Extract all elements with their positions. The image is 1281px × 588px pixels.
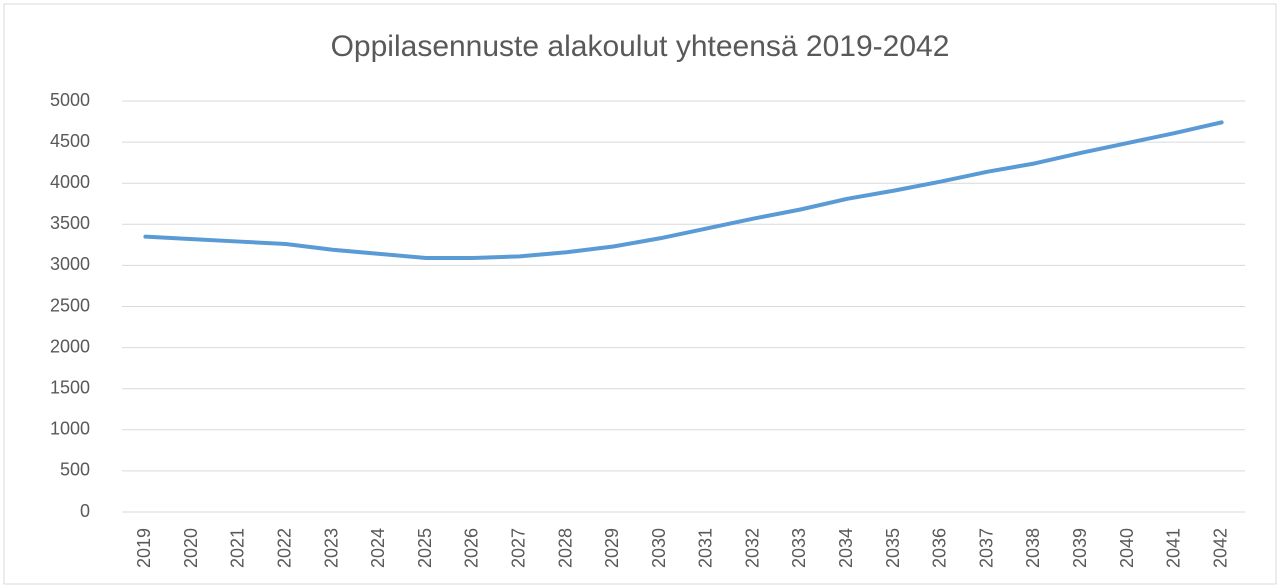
x-tick-label: 2028: [555, 528, 575, 568]
x-tick-label: 2021: [228, 528, 248, 568]
x-tick-label: 2039: [1070, 528, 1090, 568]
y-tick-label: 4000: [50, 172, 90, 192]
y-tick-label: 3500: [50, 213, 90, 233]
y-tick-label: 2500: [50, 295, 90, 315]
x-tick-label: 2027: [508, 528, 528, 568]
chart-title: Oppilasennuste alakoulut yhteensä 2019-2…: [331, 30, 950, 63]
x-tick-label: 2030: [649, 528, 669, 568]
y-tick-label: 500: [60, 460, 90, 480]
y-tick-label: 2000: [50, 336, 90, 356]
y-tick-label: 1000: [50, 419, 90, 439]
x-tick-label: 2026: [462, 528, 482, 568]
x-tick-label: 2031: [696, 528, 716, 568]
x-tick-label: 2023: [321, 528, 341, 568]
y-tick-label: 4500: [50, 131, 90, 151]
x-tick-label: 2032: [742, 528, 762, 568]
x-tick-label: 2022: [275, 528, 295, 568]
x-tick-label: 2020: [181, 528, 201, 568]
y-tick-label: 5000: [50, 90, 90, 110]
x-tick-label: 2040: [1117, 528, 1137, 568]
x-tick-label: 2019: [134, 528, 154, 568]
x-tick-label: 2035: [883, 528, 903, 568]
x-tick-label: 2038: [1023, 528, 1043, 568]
x-tick-label: 2033: [789, 528, 809, 568]
x-tick-label: 2025: [415, 528, 435, 568]
data-line: [143, 120, 1224, 261]
x-tick-label: 2042: [1210, 528, 1230, 568]
x-tick-label: 2034: [836, 528, 856, 568]
x-tick-label: 2037: [976, 528, 996, 568]
x-tick-label: 2029: [602, 528, 622, 568]
y-tick-label: 1500: [50, 377, 90, 397]
x-tick-label: 2036: [930, 528, 950, 568]
y-tick-label: 3000: [50, 254, 90, 274]
chart-border: [3, 3, 1277, 585]
x-tick-label: 2024: [368, 528, 388, 568]
x-tick-label: 2041: [1164, 528, 1184, 568]
y-tick-label: 0: [80, 501, 90, 521]
